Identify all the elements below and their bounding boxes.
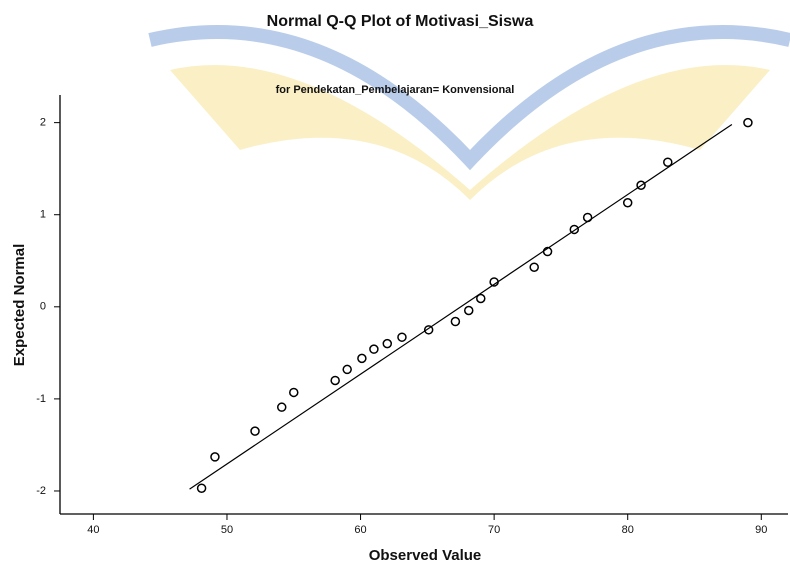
reference-line xyxy=(190,124,732,489)
x-tick-label: 80 xyxy=(622,524,634,536)
chart-subtitle: for Pendekatan_Pembelajaran= Konvensiona… xyxy=(276,84,515,96)
x-tick-label: 60 xyxy=(354,524,366,536)
y-tick-label: -1 xyxy=(36,393,46,405)
point xyxy=(278,403,286,411)
y-tick-label: 1 xyxy=(40,209,46,221)
x-tick-label: 50 xyxy=(221,524,233,536)
point xyxy=(744,119,752,127)
point xyxy=(530,263,538,271)
point xyxy=(370,345,378,353)
x-tick-label: 70 xyxy=(488,524,500,536)
point xyxy=(343,365,351,373)
point xyxy=(290,388,298,396)
y-tick-label: 2 xyxy=(40,117,46,129)
y-tick-label: 0 xyxy=(40,301,46,313)
chart-title: Normal Q-Q Plot of Motivasi_Siswa xyxy=(267,13,534,30)
watermark xyxy=(150,32,790,200)
point xyxy=(251,427,259,435)
point xyxy=(331,376,339,384)
point xyxy=(664,158,672,166)
point xyxy=(465,306,473,314)
y-tick-label: -2 xyxy=(36,485,46,497)
point xyxy=(477,295,485,303)
point xyxy=(584,213,592,221)
point xyxy=(383,340,391,348)
point xyxy=(198,484,206,492)
chart: Normal Q-Q Plot of Motivasi_Siswa for Pe… xyxy=(0,0,790,569)
x-tick-label: 90 xyxy=(755,524,767,536)
point xyxy=(358,354,366,362)
point xyxy=(570,225,578,233)
point xyxy=(398,333,406,341)
point xyxy=(211,453,219,461)
point xyxy=(624,199,632,207)
point xyxy=(451,318,459,326)
x-tick-label: 40 xyxy=(87,524,99,536)
x-axis-label: Observed Value xyxy=(369,547,482,564)
y-axis-label: Expected Normal xyxy=(11,244,28,367)
